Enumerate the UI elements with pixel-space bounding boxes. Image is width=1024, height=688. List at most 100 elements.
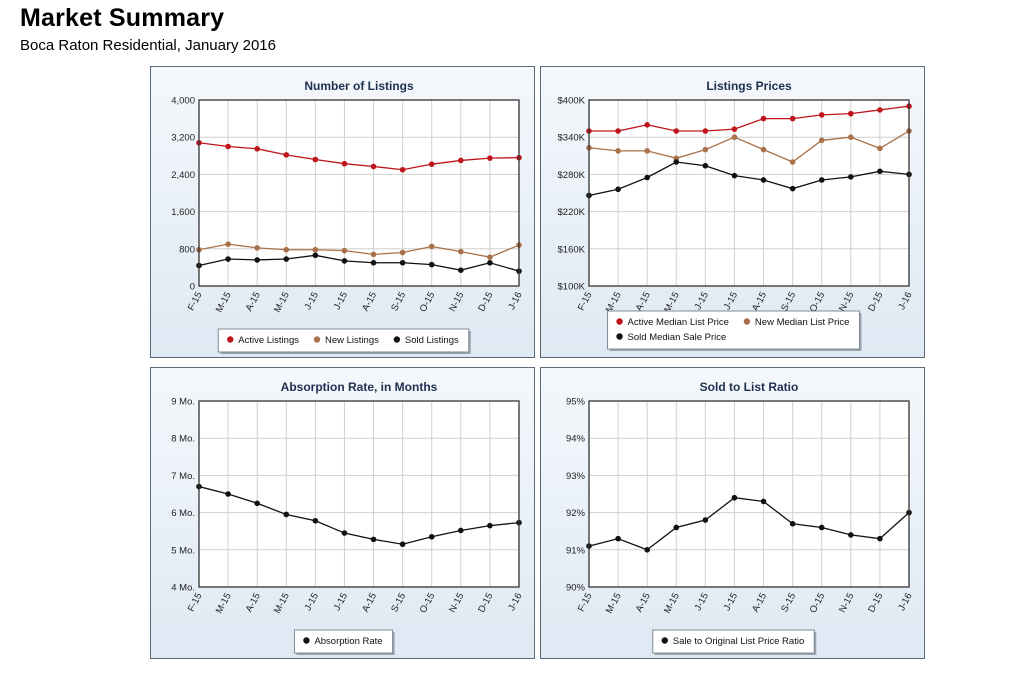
data-point (283, 256, 290, 262)
data-point (702, 517, 709, 523)
x-tick-label: A-15 (244, 591, 263, 614)
x-tick-label: J-15 (303, 290, 321, 311)
y-tick-label: 5 Mo. (171, 545, 195, 556)
x-tick-label: D-15 (476, 591, 495, 614)
series-line (588, 497, 910, 551)
legend-marker (616, 333, 623, 340)
data-point (760, 498, 767, 505)
data-point (254, 245, 260, 251)
data-point (673, 524, 680, 531)
x-tick-label: D-15 (476, 290, 495, 313)
x-tick-label: J-15 (332, 591, 350, 612)
data-point (877, 535, 883, 542)
data-point (615, 148, 621, 154)
sold-to-list-ratio-chart: Sold to List Ratio 90% 91% 92% 93% 94% 95% F-15… (566, 380, 915, 655)
y-tick-label: $340K (558, 133, 586, 144)
x-tick-label: M-15 (214, 591, 234, 615)
legend-label: New Median List Price (755, 317, 850, 328)
data-point (370, 259, 377, 266)
y-tick-label: $100K (558, 282, 586, 293)
data-point (848, 134, 854, 140)
x-tick-label: O-15 (808, 591, 828, 615)
y-tick-label: 8 Mo. (171, 434, 195, 445)
data-point (644, 148, 650, 154)
x-tick-label: M-15 (604, 591, 624, 615)
y-tick-label: $160K (558, 244, 586, 255)
chart-title: Sold to List Ratio (700, 380, 799, 394)
data-point (818, 524, 825, 531)
data-point (848, 532, 854, 538)
chart-title: Number of Listings (304, 79, 414, 93)
data-point (487, 522, 493, 529)
data-point (341, 160, 348, 167)
data-point (283, 246, 290, 253)
x-tick-label: A-15 (634, 290, 653, 313)
data-point (848, 110, 854, 117)
data-point (877, 168, 883, 175)
legend-box (217, 328, 470, 353)
legend-label: Active Listings (238, 335, 299, 346)
x-tick-label: F-15 (576, 290, 595, 312)
plot-area (589, 100, 909, 286)
series-line (198, 254, 520, 272)
data-point (644, 547, 650, 553)
legend-label: Sold Median Sale Price (628, 332, 727, 343)
listings-prices-panel: Listings Prices $100K $160K $220K $280K $340K… (540, 66, 925, 358)
data-point (673, 128, 680, 134)
chart-title: Absorption Rate, in Months (281, 380, 438, 394)
y-tick-label: 6 Mo. (171, 508, 195, 519)
data-point (760, 115, 767, 122)
data-point (644, 122, 650, 128)
data-point (487, 155, 493, 161)
data-point (458, 267, 464, 273)
absorption-rate-panel: Absorption Rate, in Months 4 Mo. 5 Mo. 6 Mo… (150, 367, 535, 659)
data-point (225, 256, 231, 262)
data-point (254, 257, 260, 263)
data-point (818, 177, 825, 183)
data-point (428, 243, 435, 250)
y-tick-label: 92% (566, 508, 586, 519)
legend-label: Sale to Original List Price Ratio (673, 636, 804, 647)
legend: Absorption Rate (293, 629, 395, 655)
data-point (428, 533, 435, 540)
data-point (399, 259, 406, 266)
data-point (370, 536, 377, 543)
legend-marker (743, 318, 751, 325)
data-point (702, 128, 709, 134)
data-point (254, 146, 260, 152)
x-tick-label: D-15 (866, 290, 885, 313)
y-tick-label: 91% (566, 545, 586, 556)
data-point (399, 541, 406, 548)
data-point (312, 246, 319, 253)
x-tick-label: J-16 (506, 591, 524, 612)
data-point (370, 251, 377, 258)
x-tick-label: J-16 (896, 290, 914, 311)
x-tick-label: J-16 (896, 591, 914, 612)
data-point (702, 146, 709, 153)
legend-label: New Listings (325, 335, 379, 346)
x-tick-label: M-15 (662, 591, 682, 615)
x-tick-label: O-15 (418, 290, 438, 314)
data-point (487, 259, 493, 266)
y-tick-label: 3,200 (171, 133, 195, 144)
x-tick-label: J-15 (303, 591, 321, 612)
y-tick-label: $280K (558, 170, 586, 181)
x-tick-label: J-15 (693, 591, 711, 612)
data-point (458, 527, 464, 534)
data-point (760, 146, 767, 153)
data-point (283, 152, 290, 158)
y-tick-label: 2,400 (171, 170, 195, 181)
x-tick-label: F-15 (186, 591, 205, 613)
x-tick-label: J-15 (693, 290, 711, 311)
plot-area (589, 401, 909, 587)
number-of-listings-chart: Number of Listings 0 800 1,600 2,400 3,200 4,0… (171, 79, 525, 354)
data-point (818, 137, 825, 144)
y-tick-label: 4,000 (171, 96, 195, 107)
data-point (877, 145, 883, 152)
absorption-rate-chart: Absorption Rate, in Months 4 Mo. 5 Mo. 6 Mo… (171, 380, 525, 655)
data-point (673, 159, 680, 165)
series-line (589, 105, 910, 132)
data-point (341, 258, 348, 264)
plot-frame (198, 99, 520, 287)
legend-box (293, 629, 394, 654)
